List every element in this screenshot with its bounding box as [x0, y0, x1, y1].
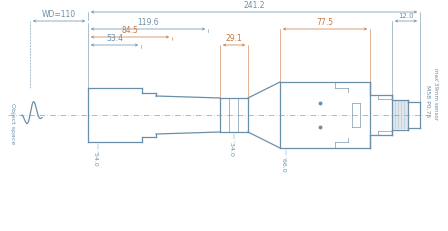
Text: ̀54.0: ̀54.0	[95, 149, 100, 163]
Text: max ̀39mm sensor: max ̀39mm sensor	[434, 68, 439, 119]
Text: 119.6: 119.6	[137, 18, 159, 27]
Text: 12.0: 12.0	[398, 13, 414, 19]
Text: 53.4: 53.4	[106, 34, 123, 43]
Text: WD=110: WD=110	[42, 10, 76, 19]
Text: ̀66.0: ̀66.0	[284, 155, 289, 169]
Text: ̀34.0: ̀34.0	[232, 139, 237, 153]
Text: M58 P0.75: M58 P0.75	[426, 85, 431, 118]
Text: 29.1: 29.1	[226, 34, 242, 43]
Text: 241.2: 241.2	[243, 1, 265, 10]
Text: 84.5: 84.5	[121, 26, 138, 35]
Text: Object space: Object space	[9, 102, 14, 143]
Text: 77.5: 77.5	[316, 18, 333, 27]
